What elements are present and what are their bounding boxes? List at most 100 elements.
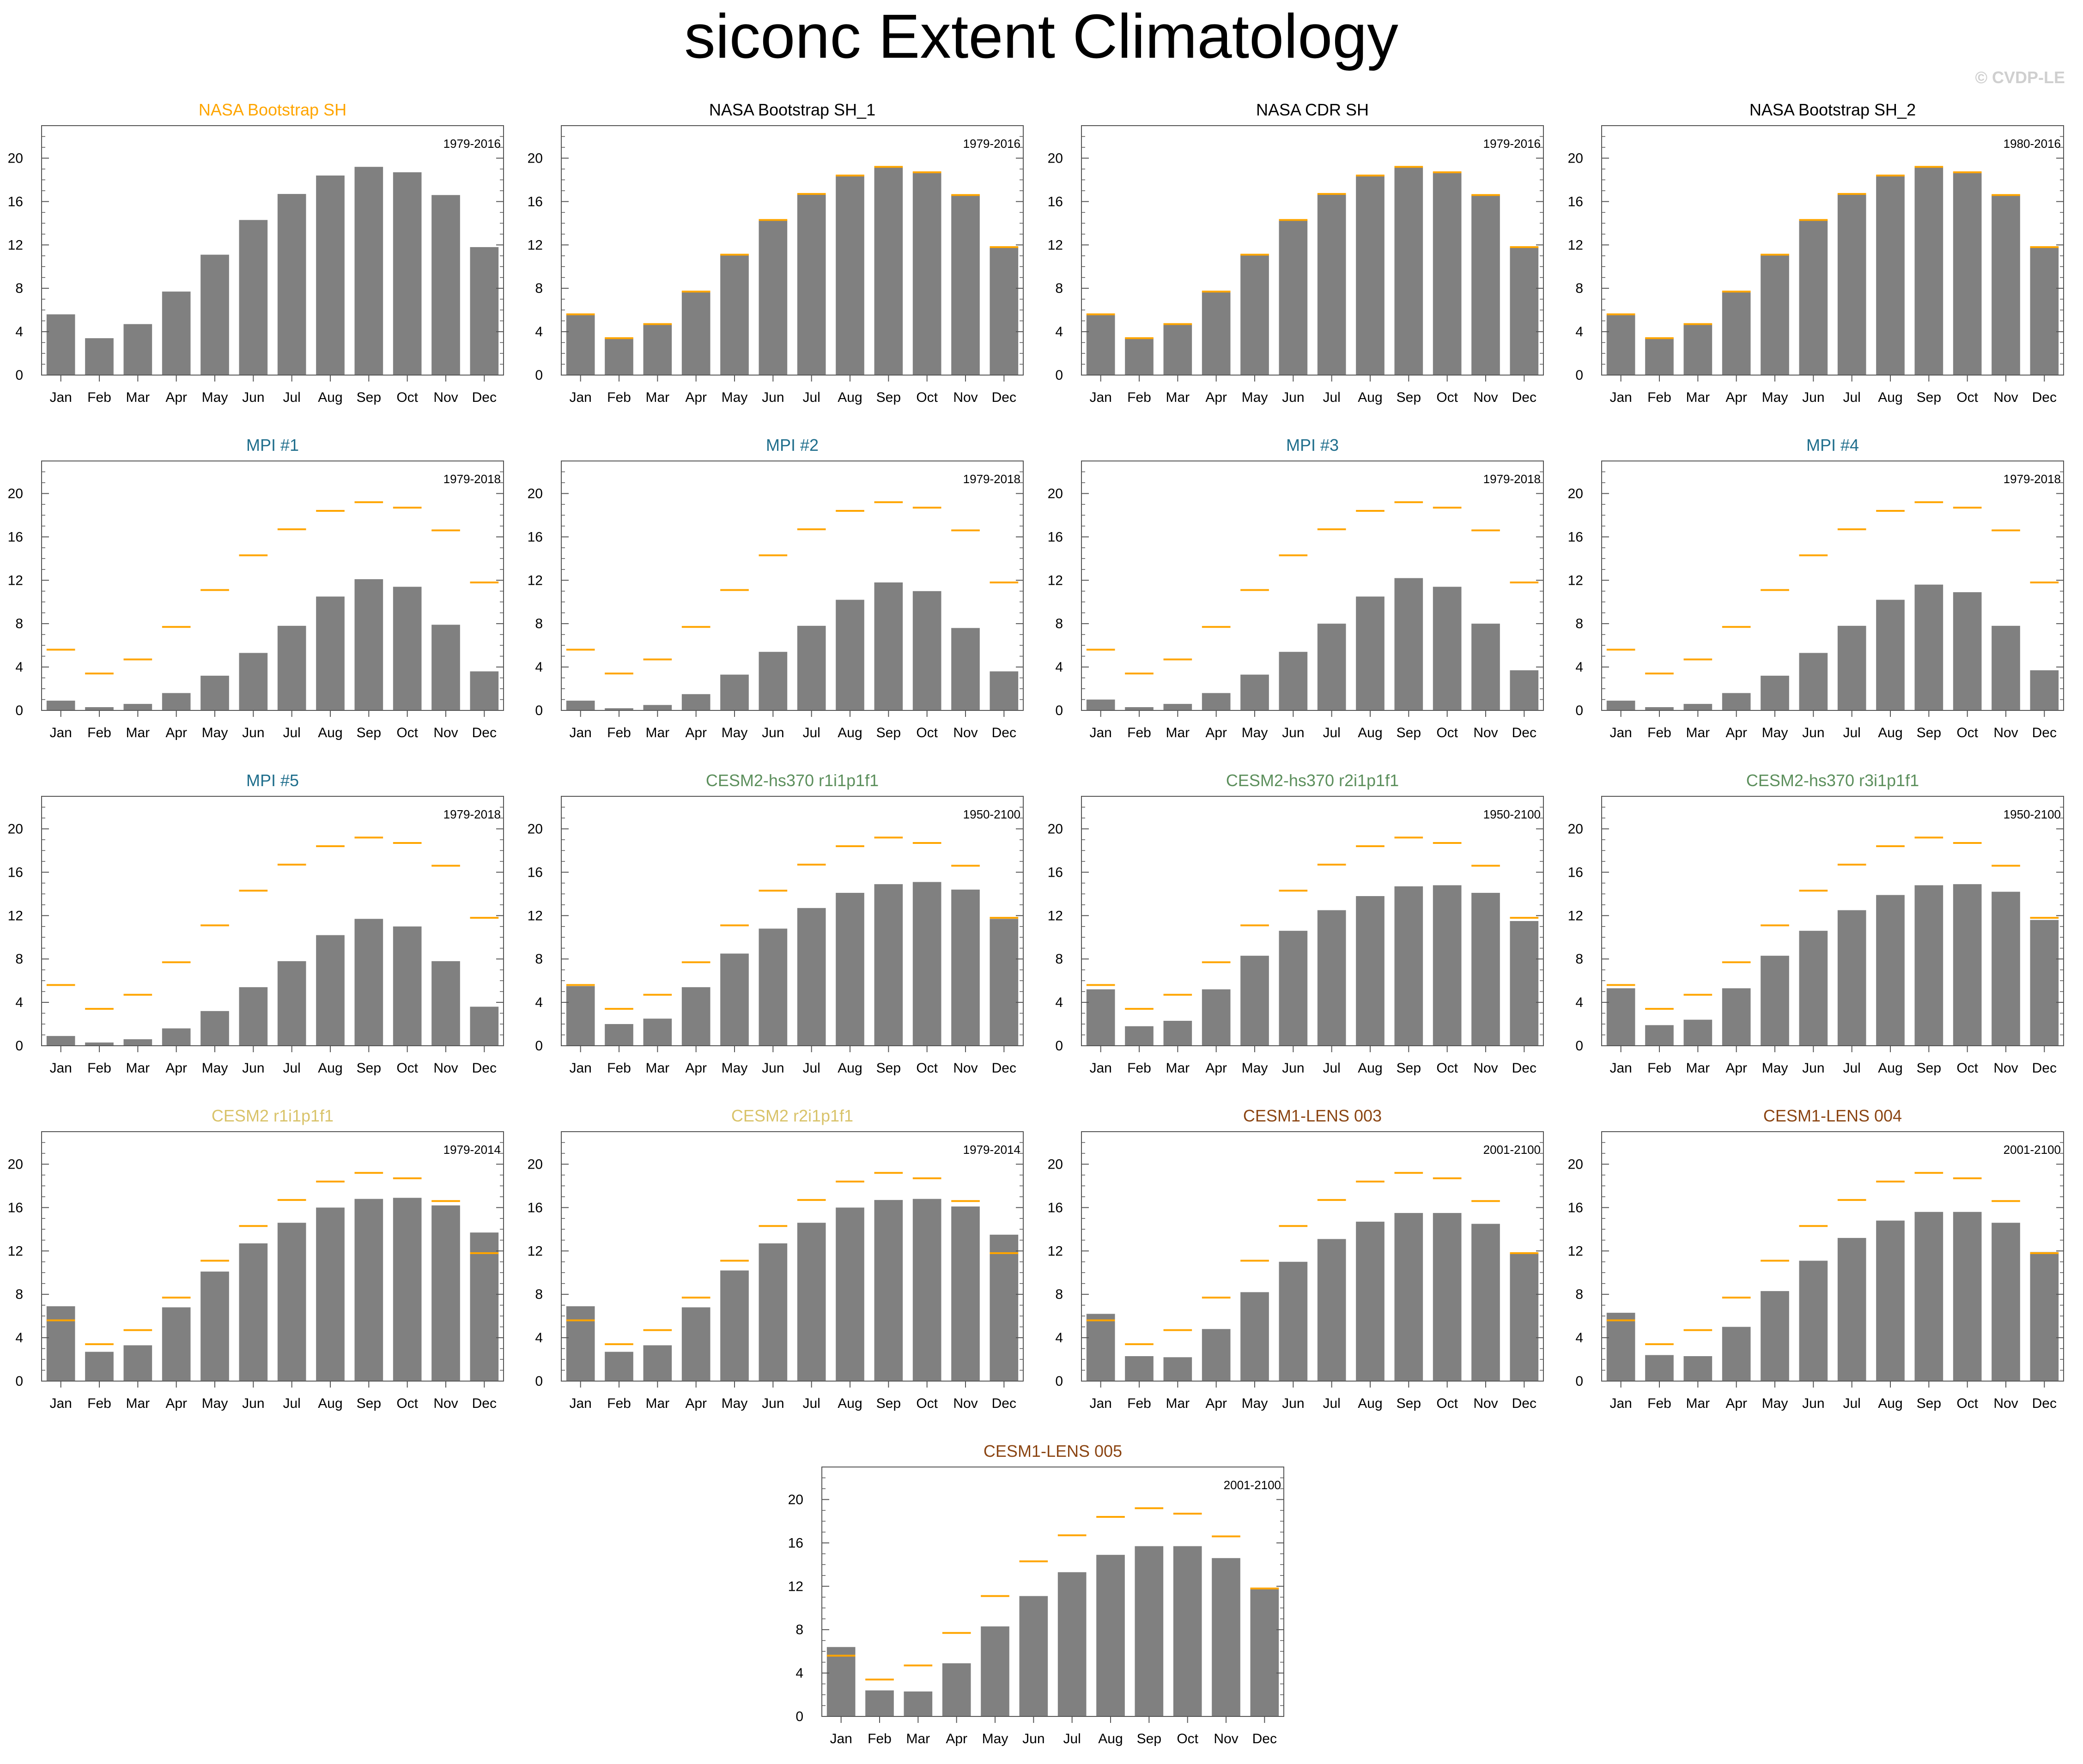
bar-aug <box>836 892 864 1046</box>
bar-may <box>1240 255 1269 375</box>
bar-oct <box>912 882 941 1046</box>
panel-title: NASA Bootstrap SH_1 <box>709 100 875 119</box>
x-tick-label: Feb <box>1647 1061 1671 1076</box>
bar-feb <box>1645 338 1674 375</box>
y-tick-label: 0 <box>1575 368 1583 383</box>
bar-sep <box>1914 885 1943 1046</box>
x-tick-label: Jul <box>802 390 820 405</box>
y-tick-label: 12 <box>1568 573 1583 588</box>
x-tick-label: Mar <box>1166 1396 1190 1411</box>
x-tick-label: Jun <box>1802 1396 1824 1411</box>
bar-mar <box>1683 324 1713 375</box>
y-tick-label: 4 <box>15 660 23 675</box>
bar-mar <box>643 1345 672 1381</box>
panel-4: NASA Bootstrap SH_2 1980-2016 0 4 8 12 16 20 Jan… <box>1568 100 2064 405</box>
x-tick-label: Aug <box>838 1396 862 1411</box>
x-tick-label: Nov <box>1473 1061 1498 1076</box>
x-tick-label: Oct <box>396 725 418 740</box>
bar-aug <box>1876 176 1905 375</box>
x-tick-label: Oct <box>1956 390 1978 405</box>
bar-nov <box>951 1206 980 1381</box>
period-label: 2001-2100 <box>1224 1478 1281 1492</box>
bar-mar <box>643 1018 672 1046</box>
plot-frame <box>561 1131 1024 1382</box>
x-tick-label: May <box>1762 725 1788 740</box>
bar-jul <box>1837 1238 1866 1381</box>
bar-jan <box>1086 1314 1115 1381</box>
bar-feb <box>85 338 114 375</box>
panel-7: MPI #3 1979-2018 0 4 8 12 16 20 Jan Feb Mar Apr May J… <box>1048 436 1544 740</box>
y-tick-label: 8 <box>1055 1287 1063 1302</box>
bar-oct <box>1433 1213 1462 1381</box>
plot-frame <box>41 1131 504 1382</box>
y-tick-label: 8 <box>1055 952 1063 967</box>
x-tick-label: Aug <box>1358 1061 1382 1076</box>
bar-nov <box>951 628 980 710</box>
y-tick-label: 12 <box>8 573 23 588</box>
x-tick-label: Apr <box>685 1061 707 1076</box>
y-tick-label: 0 <box>1055 703 1063 718</box>
bar-dec <box>1250 1588 1279 1716</box>
y-tick-label: 20 <box>528 486 543 501</box>
bar-may <box>200 1011 229 1046</box>
y-tick-label: 4 <box>1575 995 1583 1010</box>
x-tick-label: Jan <box>1089 725 1111 740</box>
bar-mar <box>643 324 672 375</box>
bar-dec <box>470 1006 499 1046</box>
bar-jun <box>1019 1596 1048 1716</box>
figure-title: siconc Extent Climatology <box>684 1 1398 71</box>
y-tick-label: 20 <box>8 151 23 166</box>
bar-dec <box>990 919 1019 1046</box>
y-tick-label: 8 <box>15 281 23 296</box>
panel-title: MPI #1 <box>246 436 299 455</box>
panel-14: CESM2 r2i1p1f1 1979-2014 0 4 8 12 16 20 Jan Feb Ma… <box>528 1106 1024 1411</box>
x-tick-label: Oct <box>916 725 938 740</box>
period-label: 1979-2018 <box>1483 472 1541 486</box>
x-tick-label: Apr <box>165 390 187 405</box>
x-tick-label: Aug <box>838 390 862 405</box>
y-tick-label: 0 <box>1575 1374 1583 1389</box>
x-tick-label: Feb <box>1127 390 1151 405</box>
bar-nov <box>1471 624 1500 710</box>
x-tick-label: Jun <box>1282 1061 1304 1076</box>
bar-apr <box>1722 988 1751 1046</box>
y-tick-label: 4 <box>15 1330 23 1346</box>
bar-sep <box>874 884 903 1046</box>
x-tick-label: Nov <box>433 725 458 740</box>
x-tick-label: Jan <box>830 1731 852 1746</box>
y-tick-label: 0 <box>15 703 23 718</box>
x-tick-label: Aug <box>1878 390 1902 405</box>
y-tick-label: 16 <box>528 194 543 209</box>
bar-aug <box>1356 596 1385 710</box>
panel-title: MPI #4 <box>1806 436 1859 455</box>
y-tick-label: 8 <box>796 1622 803 1637</box>
y-tick-label: 12 <box>8 237 23 253</box>
x-tick-label: Dec <box>2032 1396 2057 1411</box>
x-tick-label: Mar <box>126 1061 150 1076</box>
x-tick-label: Jun <box>1802 725 1824 740</box>
bar-may <box>1240 956 1269 1046</box>
x-tick-label: Dec <box>472 1396 497 1411</box>
bar-jul <box>1317 194 1346 375</box>
bar-jan <box>46 314 75 375</box>
bar-aug <box>316 176 345 375</box>
bar-oct <box>1173 1546 1202 1716</box>
bar-jul <box>797 1223 826 1381</box>
x-tick-label: Jun <box>1282 390 1304 405</box>
bar-sep <box>874 1200 903 1381</box>
bar-mar <box>643 705 672 710</box>
x-tick-label: May <box>202 390 228 405</box>
y-tick-label: 0 <box>535 1038 543 1054</box>
x-tick-label: Aug <box>838 1061 862 1076</box>
x-tick-label: Apr <box>165 1061 187 1076</box>
x-tick-label: Aug <box>318 1396 342 1411</box>
x-tick-label: Oct <box>1177 1731 1198 1746</box>
x-tick-label: May <box>722 390 748 405</box>
x-tick-label: May <box>982 1731 1008 1746</box>
y-tick-label: 12 <box>1048 237 1063 253</box>
x-tick-label: Aug <box>318 1061 342 1076</box>
bar-sep <box>1914 1212 1943 1381</box>
x-tick-label: Jul <box>283 1396 300 1411</box>
y-tick-label: 8 <box>1055 616 1063 631</box>
x-tick-label: Feb <box>607 725 631 740</box>
